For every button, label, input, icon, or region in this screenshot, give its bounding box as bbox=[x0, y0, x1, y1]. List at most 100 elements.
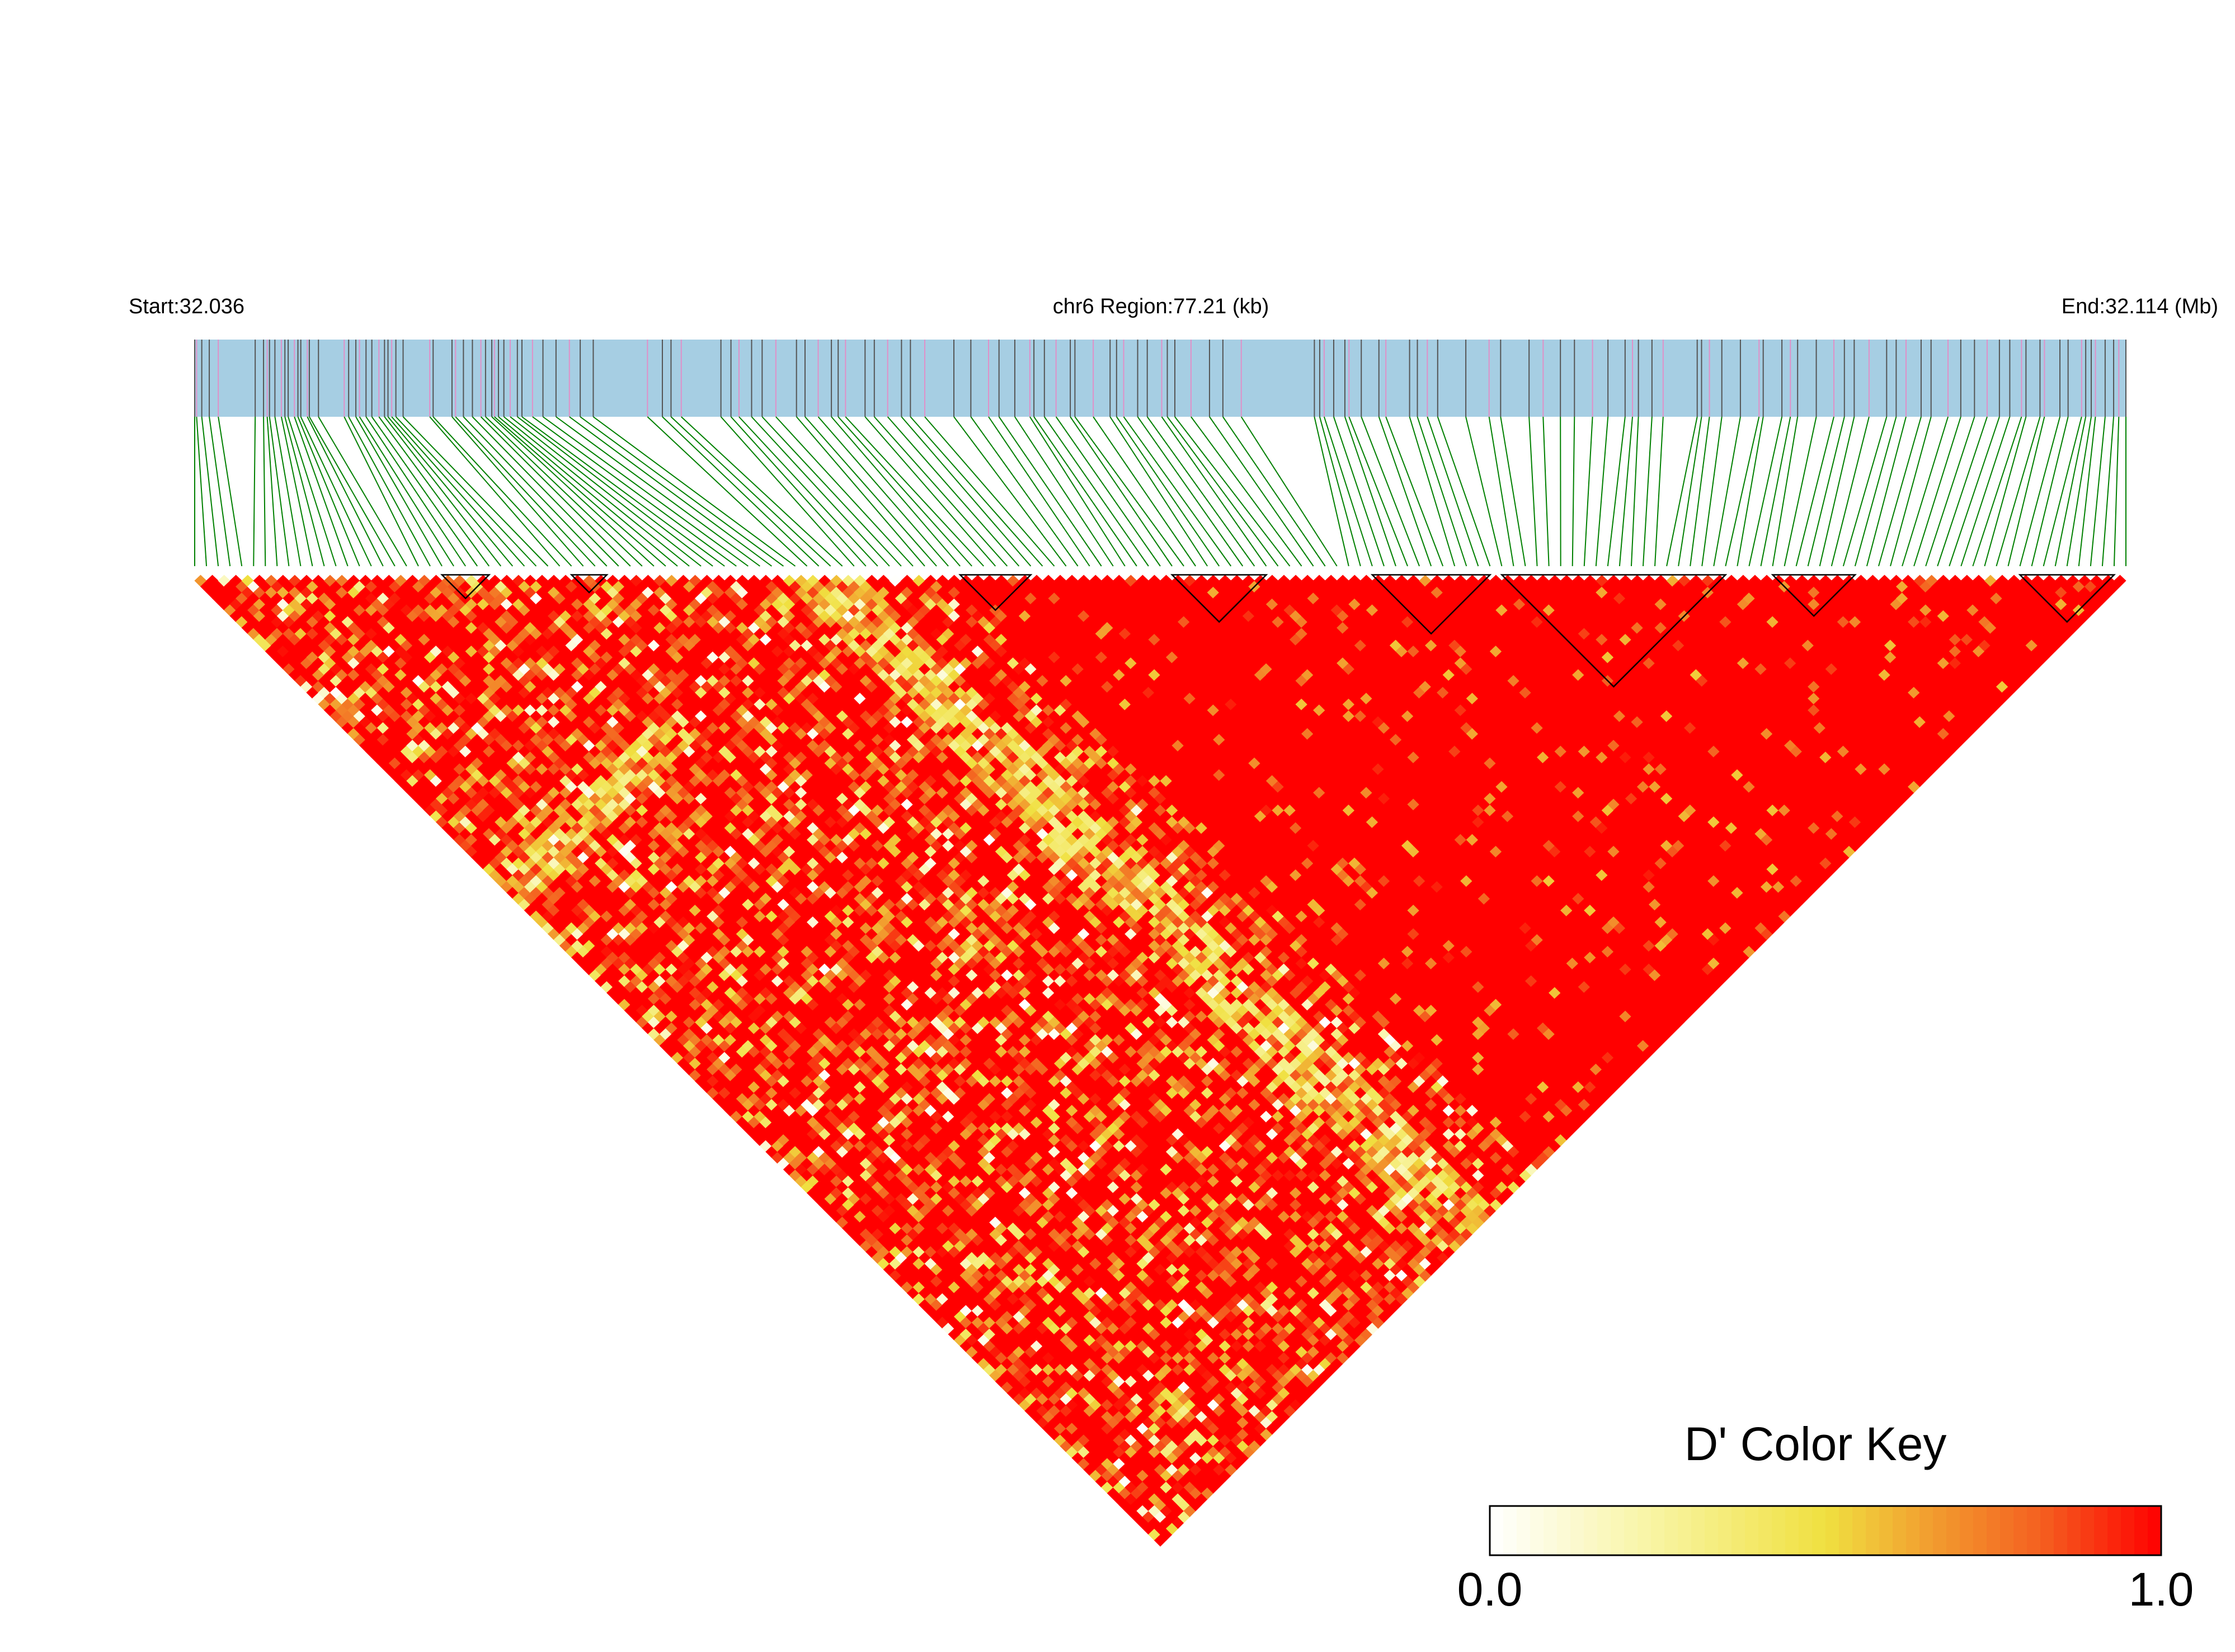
snp-connector-line bbox=[1161, 416, 1267, 567]
snp-connector-line bbox=[387, 416, 514, 567]
snp-connector-line bbox=[817, 416, 949, 567]
snp-connector-line bbox=[901, 416, 1032, 567]
snp-connector-line bbox=[887, 416, 1020, 567]
snp-connector-line bbox=[1772, 416, 1799, 567]
snp-connector-line bbox=[253, 416, 256, 567]
snp-connector-line bbox=[1109, 416, 1208, 567]
snp-connector-line bbox=[775, 416, 914, 567]
start-label: Start:32.036 bbox=[129, 295, 244, 318]
snp-connector-line bbox=[266, 416, 278, 567]
snp-connector-line bbox=[1807, 416, 1845, 567]
snp-connector-line bbox=[751, 416, 890, 567]
snp-connector-line bbox=[1166, 416, 1279, 567]
snp-connector-line bbox=[804, 416, 937, 567]
snp-connector-line bbox=[2031, 416, 2069, 567]
snp-connector-line bbox=[402, 416, 549, 567]
snp-connector-line bbox=[365, 416, 466, 567]
snp-connector-line bbox=[874, 416, 1008, 567]
snp-connector-line bbox=[280, 416, 313, 567]
snp-connector-line bbox=[2043, 416, 2082, 567]
snp-connector-line bbox=[970, 416, 1079, 567]
snp-connector-line bbox=[1123, 416, 1232, 567]
snp-connector-line bbox=[1043, 416, 1149, 567]
snp-connector-line bbox=[1033, 416, 1137, 567]
snp-connector-line bbox=[1070, 416, 1173, 567]
snp-connector-line bbox=[371, 416, 478, 567]
snp-connector-line bbox=[1417, 416, 1467, 567]
snp-connector-line bbox=[472, 416, 619, 567]
track-background bbox=[195, 340, 2126, 417]
snp-connector-line bbox=[924, 416, 1055, 567]
snp-connector-line bbox=[1583, 416, 1593, 567]
snp-connector-line bbox=[1949, 416, 2000, 567]
snp-connector-line bbox=[1878, 416, 1922, 567]
snp-connector-line bbox=[569, 416, 772, 567]
snp-connector-line bbox=[1795, 416, 1834, 567]
snp-connector-line bbox=[359, 416, 454, 567]
snp-connector-line bbox=[837, 416, 972, 567]
snp-connector-line bbox=[1831, 416, 1870, 567]
snp-connector-line bbox=[284, 416, 325, 567]
snp-connector-line bbox=[1488, 416, 1514, 567]
snp-connector-line bbox=[455, 416, 596, 567]
snp-connector-line bbox=[542, 416, 749, 567]
snp-connector-line bbox=[556, 416, 760, 567]
snp-connector-line bbox=[1737, 416, 1764, 567]
snp-connector-line bbox=[498, 416, 678, 567]
snp-connector-line bbox=[491, 416, 655, 567]
snp-connector-line bbox=[209, 416, 231, 567]
snp-connector-line bbox=[355, 416, 443, 567]
snp-connector-line bbox=[1960, 416, 2011, 567]
snp-connector-line bbox=[517, 416, 713, 567]
snp-connector-line bbox=[1146, 416, 1255, 567]
ld-cell bbox=[206, 575, 219, 587]
snp-connector-line bbox=[521, 416, 725, 567]
snp-connector-line bbox=[864, 416, 996, 567]
snp-connector-line bbox=[1055, 416, 1161, 567]
snp-connector-line bbox=[307, 416, 384, 567]
snp-connector-line bbox=[451, 416, 584, 567]
snp-connector-line bbox=[1116, 416, 1220, 567]
snp-connector-line bbox=[1542, 416, 1550, 567]
snp-connector-line bbox=[1678, 416, 1702, 567]
snp-connector-line bbox=[1222, 416, 1326, 567]
snp-connector-line bbox=[1191, 416, 1302, 567]
snp-connector-line bbox=[2007, 416, 2045, 567]
snp-connector-line bbox=[1323, 416, 1373, 567]
snp-connector-line bbox=[1074, 416, 1184, 567]
snp-connector-line bbox=[1643, 416, 1653, 567]
snp-connector-line bbox=[681, 416, 843, 567]
snp-connector-line bbox=[761, 416, 902, 567]
snp-connector-line bbox=[2101, 416, 2115, 567]
snp-connector-line bbox=[1690, 416, 1710, 567]
snp-connector-line bbox=[662, 416, 820, 567]
snp-connector-line bbox=[463, 416, 608, 567]
snp-connector-line bbox=[1713, 416, 1741, 567]
snp-connector-line bbox=[1607, 416, 1626, 567]
snp-connector-line bbox=[1902, 416, 1949, 567]
snp-connector-line bbox=[1209, 416, 1314, 567]
snp-connector-line bbox=[1996, 416, 2041, 567]
snp-connector-line bbox=[429, 416, 561, 567]
snp-connector-line bbox=[1348, 416, 1408, 567]
snp-connector-line bbox=[1866, 416, 1907, 567]
snp-connector-line bbox=[1666, 416, 1698, 567]
snp-connector-line bbox=[1093, 416, 1196, 567]
snp-connector-line bbox=[1984, 416, 2027, 567]
snp-connector-line bbox=[395, 416, 537, 567]
snp-connector-line bbox=[1854, 416, 1897, 567]
snp-connector-line bbox=[1913, 416, 1961, 567]
snp-connector-line bbox=[647, 416, 808, 567]
snp-connector-line bbox=[300, 416, 372, 567]
snp-connector-line bbox=[730, 416, 867, 567]
snp-connector-line bbox=[796, 416, 925, 567]
snp-position-track bbox=[194, 340, 2126, 417]
snp-connector-line bbox=[1378, 416, 1432, 567]
region-label: chr6 Region:77.21 (kb) bbox=[1053, 295, 1269, 318]
snp-connector-line bbox=[294, 416, 349, 567]
snp-connector-line bbox=[1528, 416, 1538, 567]
snp-connector-line bbox=[1437, 416, 1491, 567]
snp-connector-line bbox=[480, 416, 631, 567]
snp-connector-line bbox=[384, 416, 502, 567]
snp-connector-line bbox=[196, 416, 208, 567]
